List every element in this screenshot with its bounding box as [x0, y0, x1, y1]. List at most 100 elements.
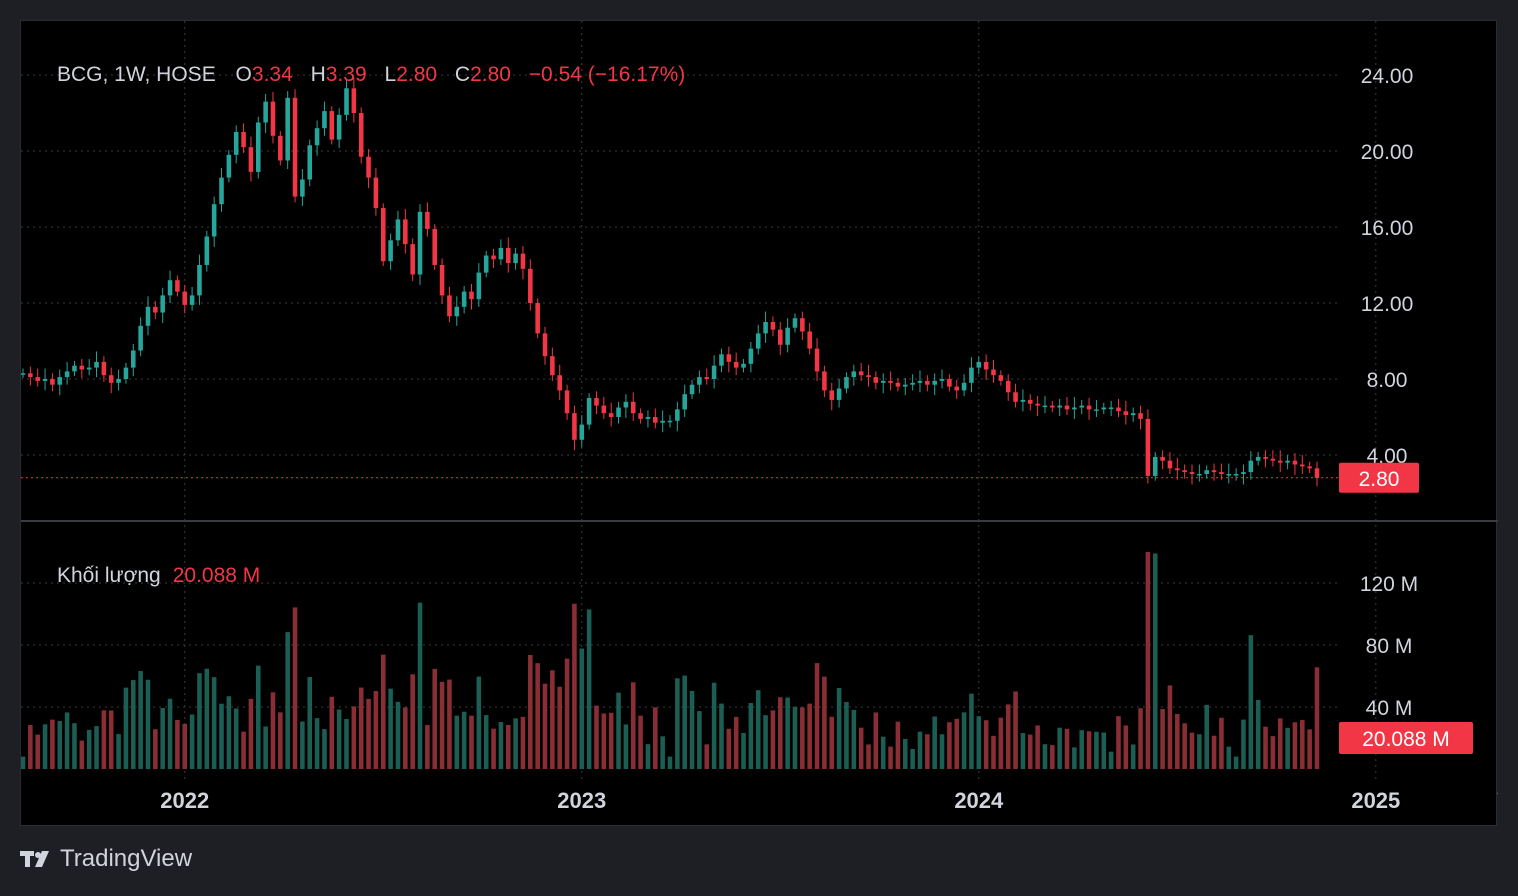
volume-bar: [888, 746, 893, 769]
volume-bar: [557, 686, 562, 769]
volume-bar: [1005, 704, 1011, 769]
price-tick-label: 12.00: [1361, 293, 1414, 316]
candle-body: [1189, 472, 1195, 474]
volume-label[interactable]: Khối lượng: [57, 564, 161, 587]
volume-bar: [572, 603, 577, 769]
volume-bar: [204, 668, 210, 769]
volume-bar: [1116, 716, 1121, 769]
volume-bar: [491, 728, 496, 769]
volume-value: 20.088 M: [172, 564, 261, 587]
candle-body: [726, 354, 732, 362]
candle-body: [167, 280, 173, 296]
candle-body: [1204, 470, 1209, 474]
volume-bar: [292, 607, 298, 769]
candle-body: [895, 382, 901, 387]
candle-body: [1138, 413, 1143, 419]
candle-body: [322, 111, 327, 129]
volume-bar: [21, 756, 26, 769]
chart-svg[interactable]: 24.00 20.00 16.00 12.00 8.00 4.00 120 M 80 M 40…: [21, 21, 1498, 827]
candle-body: [233, 132, 239, 155]
candle-body: [373, 177, 379, 208]
candle-body: [204, 236, 210, 265]
candle-body: [800, 318, 805, 332]
volume-bar: [373, 691, 379, 769]
last-price-tag: 2.80: [1339, 462, 1419, 493]
candle-body: [858, 371, 864, 376]
candle-body: [197, 265, 202, 296]
candle-body: [57, 377, 63, 385]
candle-body: [505, 247, 511, 264]
volume-bar: [998, 717, 1004, 769]
candle-body: [1219, 472, 1224, 474]
volume-bar: [1086, 731, 1092, 769]
candle-body: [1300, 464, 1305, 467]
tradingview-logo-icon: [20, 851, 49, 867]
symbol-label[interactable]: BCG, 1W, HOSE: [57, 63, 216, 86]
volume-bar: [660, 736, 665, 769]
volume-bar: [1152, 553, 1158, 769]
volume-bar: [219, 703, 224, 769]
candle-body: [1255, 456, 1261, 461]
volume-bar: [101, 710, 107, 769]
candle-body: [1152, 456, 1158, 476]
volume-bar: [138, 671, 143, 769]
candle-body: [35, 377, 40, 381]
candle-body: [72, 365, 77, 372]
volume-bar: [1292, 722, 1298, 769]
volume-bar: [108, 710, 114, 769]
price-tick-label: 4.00: [1367, 445, 1408, 468]
volume-bar: [1050, 745, 1055, 769]
volume-bar: [895, 721, 901, 769]
volume-bar: [167, 698, 173, 769]
candle-body: [1233, 474, 1239, 476]
candle-body: [755, 333, 761, 349]
chart-frame[interactable]: 24.00 20.00 16.00 12.00 8.00 4.00 120 M 80 M 40…: [20, 20, 1498, 827]
candle-body: [417, 211, 423, 275]
candle-body: [954, 386, 960, 391]
candle-body: [1035, 403, 1040, 406]
candle-body: [116, 379, 121, 383]
volume-bar: [601, 713, 607, 769]
candle-body: [263, 101, 268, 123]
volume-bar: [403, 707, 408, 769]
candle-body: [1277, 460, 1283, 463]
candle-body: [21, 373, 26, 375]
candle-body: [1123, 411, 1129, 416]
candle-body: [630, 401, 636, 414]
volume-bar: [1226, 746, 1232, 769]
volume-bar: [322, 729, 327, 769]
tradingview-brand[interactable]: TradingView: [20, 845, 192, 873]
candle-body: [226, 154, 232, 178]
open-label: O: [235, 63, 252, 86]
candle-body: [219, 177, 224, 205]
candle-body: [1211, 470, 1217, 473]
candle-body: [454, 306, 460, 317]
volume-bar: [947, 722, 952, 769]
volume-bar: [711, 682, 717, 769]
candle-body: [763, 322, 768, 334]
volume-bar: [358, 687, 364, 769]
volume-bar: [829, 716, 835, 769]
candle-body: [241, 132, 246, 148]
candle-body: [778, 329, 783, 345]
candle-body: [1079, 405, 1085, 408]
volume-bar: [1189, 732, 1195, 769]
candle-body: [483, 255, 489, 273]
grid-lines: [21, 21, 1377, 781]
volume-bar: [535, 663, 540, 769]
volume-bar: [638, 715, 643, 769]
candle-body: [314, 128, 320, 146]
volume-bar: [608, 712, 614, 769]
candle-body: [1086, 405, 1092, 410]
volume-bar: [432, 668, 438, 769]
volume-bar: [42, 724, 48, 769]
candle-body: [380, 208, 386, 262]
volume-bar: [689, 690, 695, 769]
volume-bar: [1094, 731, 1099, 769]
candle-body: [645, 417, 651, 419]
candle-body: [175, 280, 180, 292]
volume-bar: [1013, 691, 1018, 769]
candle-body: [1226, 474, 1232, 476]
volume-bar: [1167, 685, 1173, 769]
candle-body: [108, 375, 114, 383]
